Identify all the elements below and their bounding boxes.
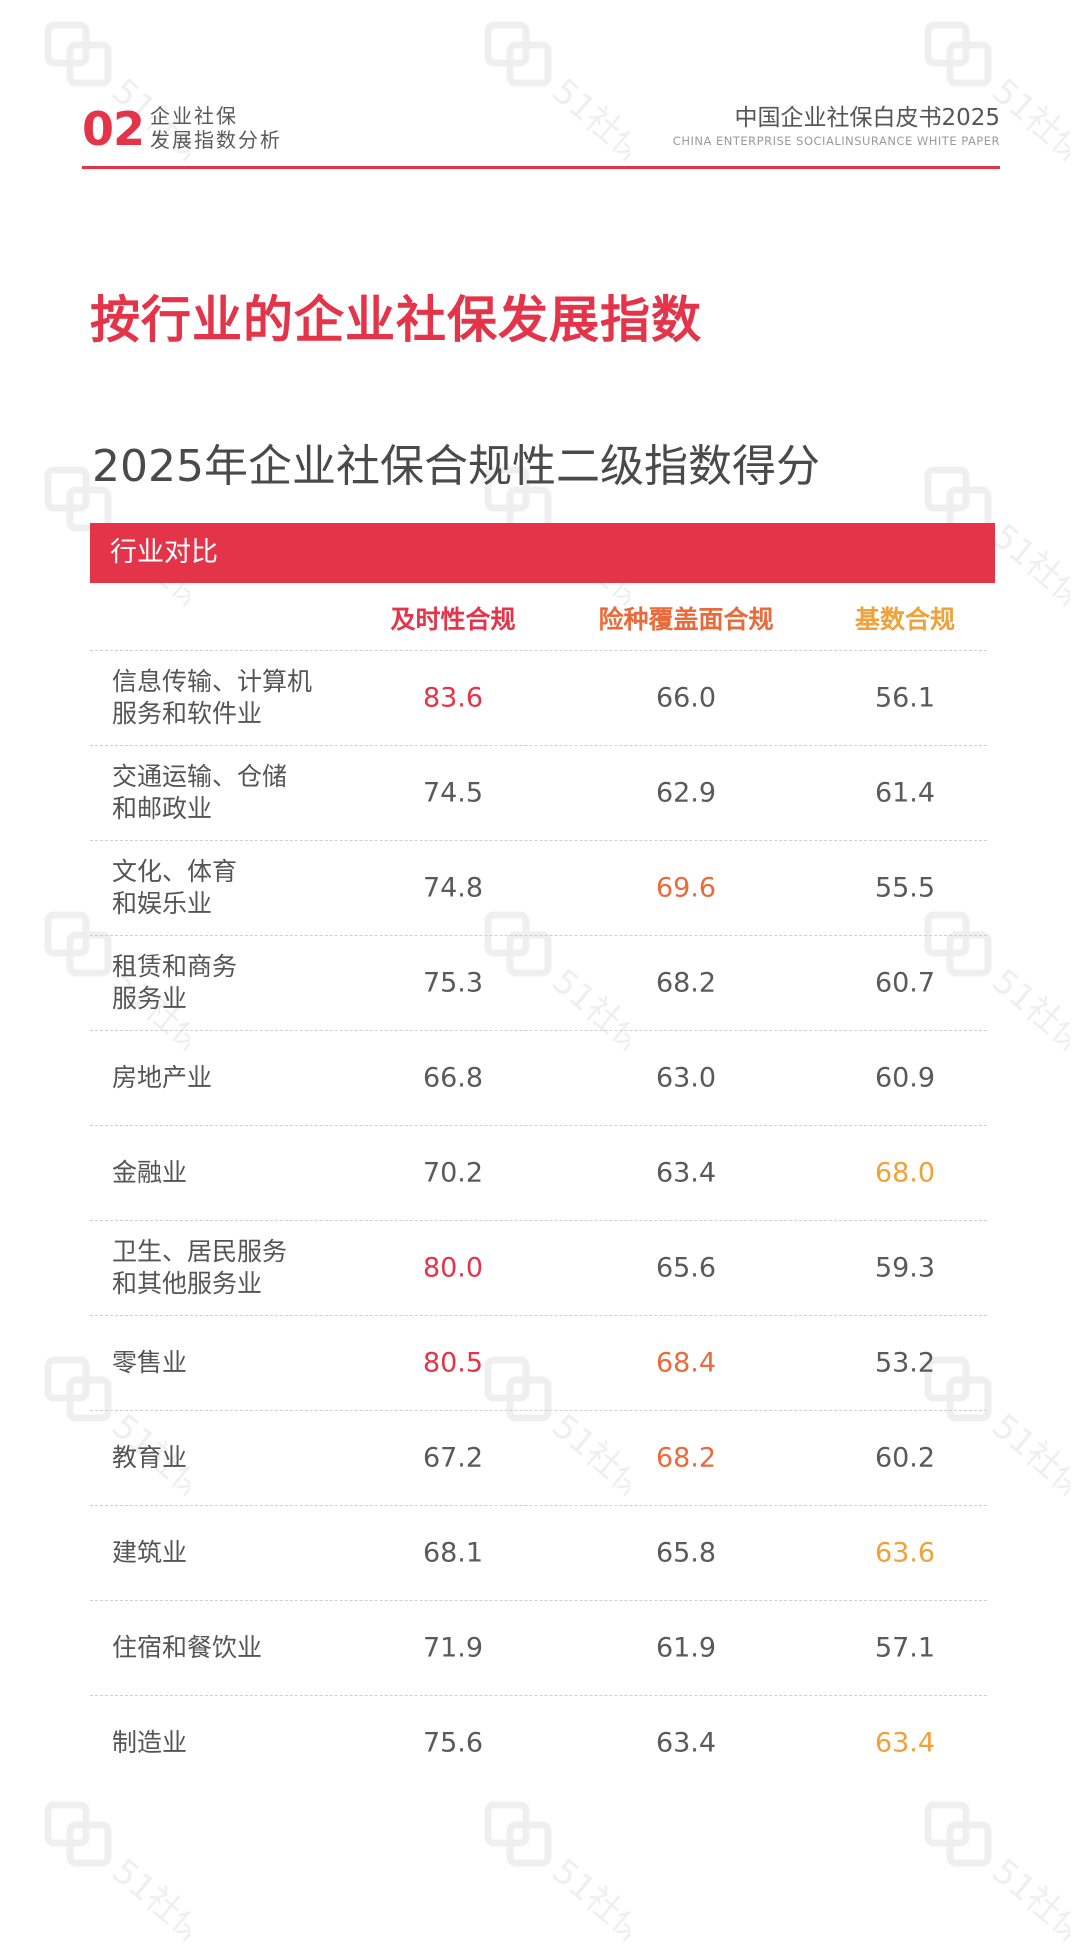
table-row: 制造业 75.6 63.4 63.4 bbox=[90, 1695, 987, 1790]
industry-name: 零售业 bbox=[112, 1348, 188, 1377]
coverage-score: 65.8 bbox=[655, 1537, 717, 1569]
section-title-line1: 企业社保 bbox=[150, 104, 238, 128]
coverage-score: 63.0 bbox=[655, 1062, 717, 1094]
watermark-logo-icon: 51社保 bbox=[920, 1795, 1080, 1949]
coverage-score: 65.6 bbox=[655, 1252, 717, 1284]
timeliness-score: 75.3 bbox=[422, 967, 484, 999]
industry-name: 住宿和餐饮业 bbox=[112, 1633, 263, 1662]
page-title: 按行业的企业社保发展指数 bbox=[90, 291, 702, 349]
watermark-logo-icon: 51社保 bbox=[40, 1795, 215, 1949]
svg-text:51社保: 51社保 bbox=[984, 1851, 1070, 1945]
base-score: 53.2 bbox=[874, 1347, 936, 1379]
base-score: 63.6 bbox=[874, 1537, 936, 1569]
industry-name: 信息传输、计算机 服务和软件业 bbox=[112, 667, 313, 728]
industry-name: 金融业 bbox=[112, 1158, 188, 1187]
timeliness-score: 75.6 bbox=[422, 1727, 484, 1759]
timeliness-score: 80.5 bbox=[422, 1347, 484, 1379]
timeliness-score: 67.2 bbox=[422, 1442, 484, 1474]
table-row: 信息传输、计算机 服务和软件业 83.6 66.0 56.1 bbox=[90, 650, 987, 745]
svg-text:51社保: 51社保 bbox=[544, 1851, 630, 1945]
table-row: 住宿和餐饮业 71.9 61.9 57.1 bbox=[90, 1600, 987, 1695]
base-score: 55.5 bbox=[874, 872, 936, 904]
coverage-score: 62.9 bbox=[655, 777, 717, 809]
base-score: 56.1 bbox=[874, 682, 936, 714]
base-score: 60.9 bbox=[874, 1062, 936, 1094]
base-score: 60.2 bbox=[874, 1442, 936, 1474]
column-header-timeliness: 及时性合规 bbox=[390, 605, 516, 634]
coverage-score: 66.0 bbox=[655, 682, 717, 714]
whitepaper-title: 中国企业社保白皮书2025 bbox=[734, 105, 1000, 131]
coverage-score: 63.4 bbox=[655, 1157, 717, 1189]
base-score: 61.4 bbox=[874, 777, 936, 809]
svg-text:51社保: 51社保 bbox=[104, 1851, 190, 1945]
svg-text:51社保: 51社保 bbox=[984, 961, 1070, 1055]
timeliness-score: 74.8 bbox=[422, 872, 484, 904]
coverage-score: 68.2 bbox=[655, 1442, 717, 1474]
timeliness-score: 83.6 bbox=[422, 682, 484, 714]
whitepaper-subtitle: CHINA ENTERPRISE SOCIALINSURANCE WHITE P… bbox=[672, 134, 1000, 148]
table-row: 金融业 70.2 63.4 68.0 bbox=[90, 1125, 987, 1220]
header-divider bbox=[82, 166, 1000, 169]
table-band-header: 行业对比 bbox=[90, 523, 995, 583]
coverage-score: 69.6 bbox=[655, 872, 717, 904]
table-row: 文化、体育 和娱乐业 74.8 69.6 55.5 bbox=[90, 840, 987, 935]
table-row: 零售业 80.5 68.4 53.2 bbox=[90, 1315, 987, 1410]
timeliness-score: 70.2 bbox=[422, 1157, 484, 1189]
score-table: 信息传输、计算机 服务和软件业 83.6 66.0 56.1 交通运输、仓储 和邮政业 7… bbox=[90, 650, 987, 1790]
industry-name: 建筑业 bbox=[112, 1538, 188, 1567]
column-header-base: 基数合规 bbox=[854, 605, 955, 634]
svg-text:51社保: 51社保 bbox=[984, 1406, 1070, 1500]
table-row: 租赁和商务 服务业 75.3 68.2 60.7 bbox=[90, 935, 987, 1030]
section-title: 企业社保 发展指数分析 bbox=[150, 104, 282, 152]
coverage-score: 63.4 bbox=[655, 1727, 717, 1759]
timeliness-score: 74.5 bbox=[422, 777, 484, 809]
table-title: 2025年企业社保合规性二级指数得分 bbox=[92, 441, 820, 492]
industry-name: 房地产业 bbox=[112, 1063, 213, 1092]
base-score: 57.1 bbox=[874, 1632, 936, 1664]
table-row: 房地产业 66.8 63.0 60.9 bbox=[90, 1030, 987, 1125]
section-number: 02 bbox=[82, 102, 145, 156]
table-row: 教育业 67.2 68.2 60.2 bbox=[90, 1410, 987, 1505]
coverage-score: 61.9 bbox=[655, 1632, 717, 1664]
page-header: 02 企业社保 发展指数分析 中国企业社保白皮书2025 CHINA ENTER… bbox=[82, 98, 1000, 170]
table-row: 建筑业 68.1 65.8 63.6 bbox=[90, 1505, 987, 1600]
base-score: 68.0 bbox=[874, 1157, 936, 1189]
base-score: 63.4 bbox=[874, 1727, 936, 1759]
industry-name: 教育业 bbox=[112, 1443, 188, 1472]
base-score: 60.7 bbox=[874, 967, 936, 999]
industry-name: 卫生、居民服务 和其他服务业 bbox=[112, 1237, 288, 1298]
table-row: 交通运输、仓储 和邮政业 74.5 62.9 61.4 bbox=[90, 745, 987, 840]
coverage-score: 68.4 bbox=[655, 1347, 717, 1379]
column-header-coverage: 险种覆盖面合规 bbox=[598, 605, 774, 634]
industry-name: 制造业 bbox=[112, 1728, 188, 1757]
table-row: 卫生、居民服务 和其他服务业 80.0 65.6 59.3 bbox=[90, 1220, 987, 1315]
svg-text:51社保: 51社保 bbox=[984, 516, 1070, 610]
timeliness-score: 66.8 bbox=[422, 1062, 484, 1094]
section-title-line2: 发展指数分析 bbox=[150, 128, 282, 152]
timeliness-score: 68.1 bbox=[422, 1537, 484, 1569]
industry-name: 交通运输、仓储 和邮政业 bbox=[112, 762, 288, 823]
watermark-logo-icon: 51社保 bbox=[480, 1795, 655, 1949]
timeliness-score: 71.9 bbox=[422, 1632, 484, 1664]
industry-name: 文化、体育 和娱乐业 bbox=[112, 857, 238, 918]
industry-name: 租赁和商务 服务业 bbox=[112, 952, 238, 1013]
timeliness-score: 80.0 bbox=[422, 1252, 484, 1284]
coverage-score: 68.2 bbox=[655, 967, 717, 999]
base-score: 59.3 bbox=[874, 1252, 936, 1284]
